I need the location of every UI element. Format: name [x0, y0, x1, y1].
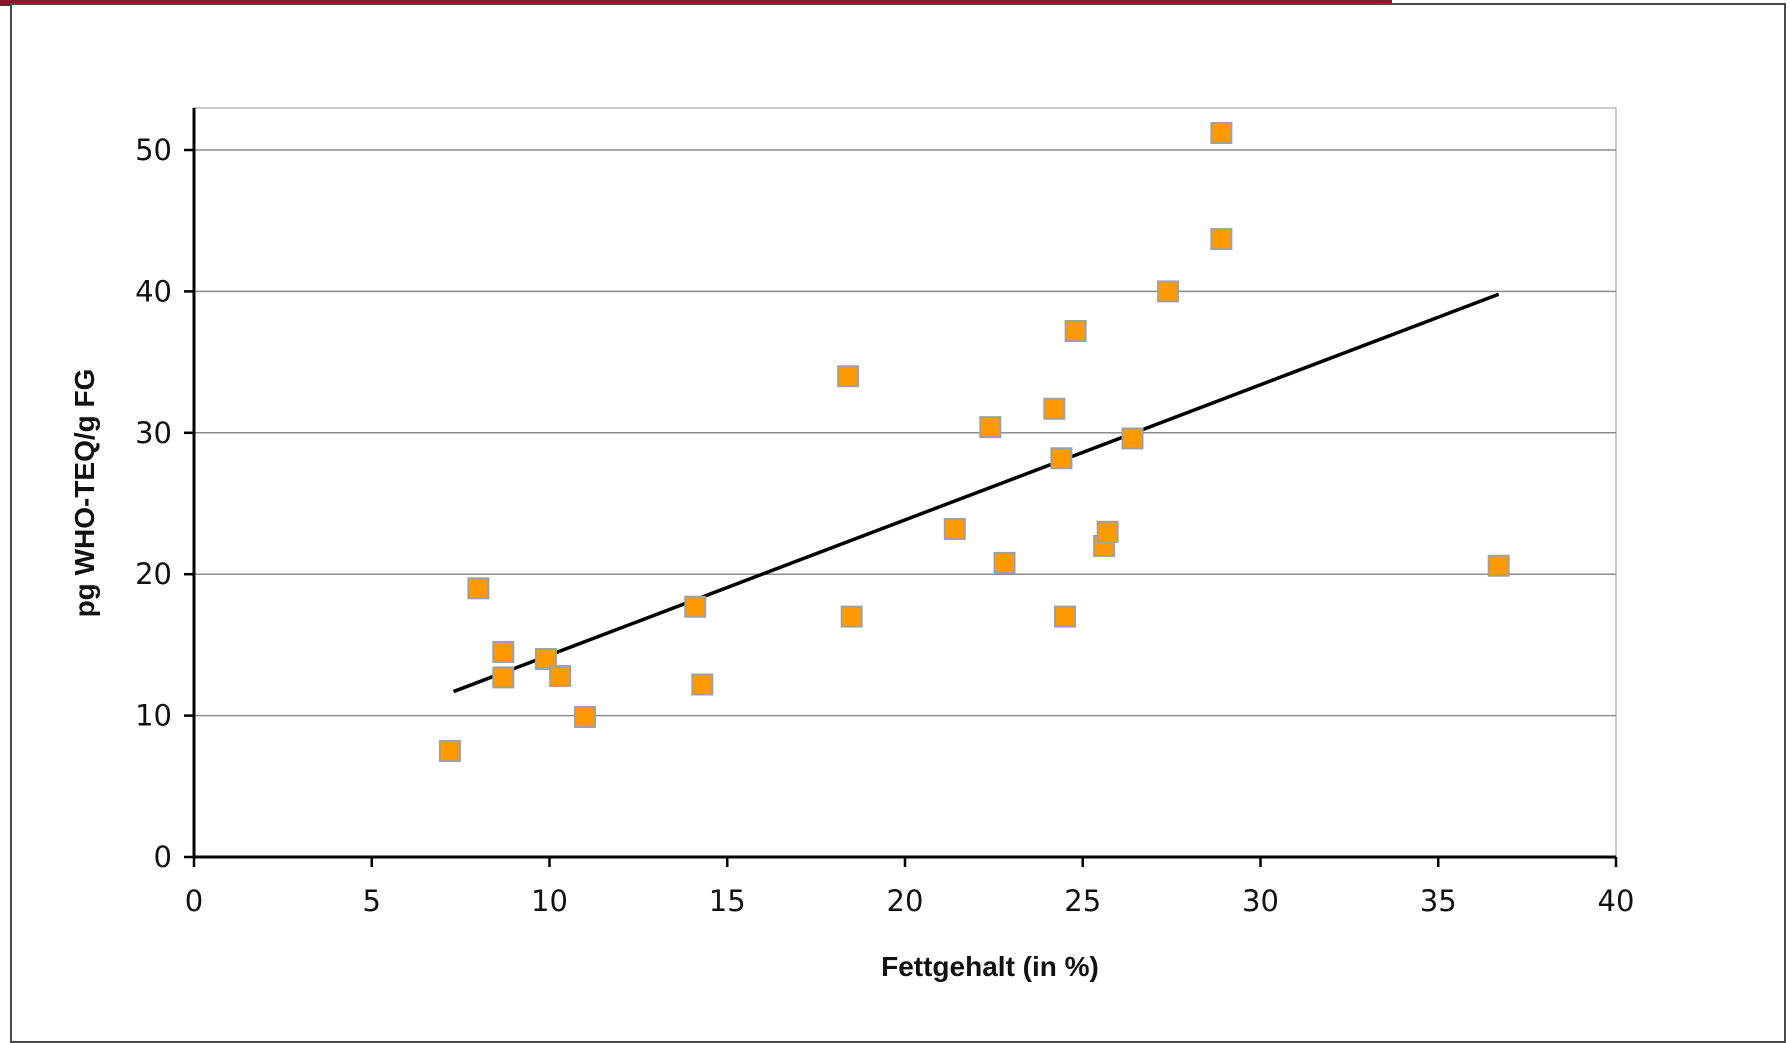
data-point [1053, 605, 1076, 628]
x-tick-label: 15 [709, 884, 746, 918]
y-tick-label: 20 [135, 557, 172, 591]
data-point [1043, 397, 1066, 420]
x-tick-label: 30 [1242, 884, 1279, 918]
tick-labels: 0 5 10 15 20 25 30 35 40 0 10 20 30 40 50 [135, 133, 1634, 918]
data-point [1121, 427, 1144, 450]
data-point [492, 640, 515, 663]
x-tick-label: 0 [185, 884, 203, 918]
plot-area [193, 107, 1617, 858]
data-point [1157, 280, 1180, 303]
y-tick-label: 50 [135, 133, 172, 167]
data-point [840, 605, 863, 628]
axes [184, 108, 1618, 867]
plot-border [193, 107, 1617, 858]
x-tick-label: 40 [1598, 884, 1635, 918]
data-point [837, 365, 860, 388]
y-tick-label: 30 [135, 416, 172, 450]
data-point [684, 595, 707, 618]
data-point [943, 517, 966, 540]
data-point [1487, 554, 1510, 577]
data-point [534, 648, 557, 671]
trendline-layer [452, 292, 1500, 694]
data-point [1064, 319, 1087, 342]
gridlines [194, 149, 1616, 717]
data-point [467, 577, 490, 600]
y-tick-label: 10 [135, 699, 172, 733]
y-tick-label: 0 [154, 840, 172, 874]
data-point [1050, 447, 1073, 470]
y-axis-title: pg WHO-TEQ/g FG [69, 369, 100, 618]
data-points [438, 122, 1510, 762]
x-tick-label: 20 [887, 884, 924, 918]
data-point [574, 706, 597, 729]
data-point [993, 551, 1016, 574]
x-tick-label: 35 [1420, 884, 1457, 918]
data-point [438, 739, 461, 762]
data-point [979, 416, 1002, 439]
x-axis-title: Fettgehalt (in %) [881, 951, 1099, 982]
data-point [1096, 520, 1119, 543]
data-point [549, 665, 572, 688]
trendline [452, 292, 1500, 694]
data-point [492, 666, 515, 689]
x-tick-label: 10 [531, 884, 568, 918]
data-point [1210, 122, 1233, 145]
x-tick-label: 5 [363, 884, 381, 918]
data-point [1210, 228, 1233, 251]
data-point [691, 673, 714, 696]
y-tick-label: 40 [135, 274, 172, 308]
x-tick-label: 25 [1064, 884, 1101, 918]
